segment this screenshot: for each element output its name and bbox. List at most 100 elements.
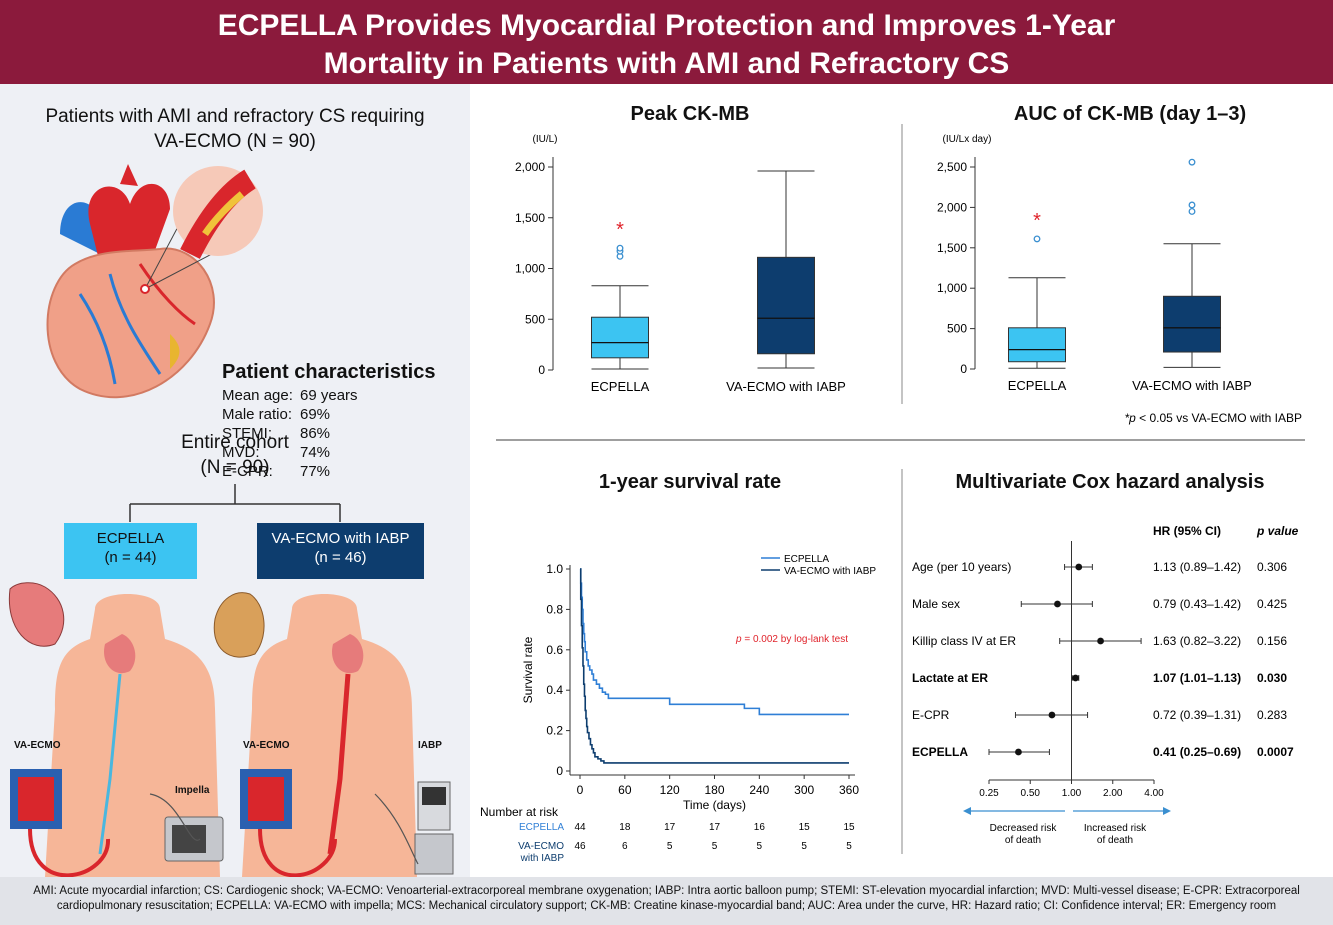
box [591, 316, 649, 359]
x-tick-label: 300 [794, 783, 814, 797]
risk-table-title: Number at risk [480, 805, 559, 819]
x-tick-label: 0.50 [1021, 788, 1041, 799]
y-tick-label: 0.8 [546, 602, 563, 616]
group-label: VA-ECMO with IABP [726, 379, 846, 394]
hr-value: 1.13 (0.89–1.42) [1153, 560, 1241, 574]
y-tick-label: 0 [538, 363, 545, 377]
unit-label: (IU/L) [533, 134, 558, 145]
risk-count: 46 [574, 841, 586, 852]
characteristic-row: E-CPR: 77% [222, 462, 435, 481]
outlier-point [1188, 207, 1196, 215]
p-value: 0.030 [1257, 671, 1287, 685]
box [1163, 295, 1221, 353]
p-value: 0.306 [1257, 560, 1287, 574]
x-tick-label: 180 [704, 783, 724, 797]
y-tick-label: 1,000 [515, 262, 545, 276]
x-tick-label: 240 [749, 783, 769, 797]
cohort-tree-lines [129, 484, 341, 522]
characteristic-row: Male ratio: 69% [222, 405, 435, 424]
x-tick-label: 0.25 [979, 788, 999, 799]
cohort-line-1: Entire cohort [181, 432, 289, 453]
survival-chart: 0 0.2 0.4 0.6 0.8 1.0 0 60 120 180 240 300 360 Time (… [480, 554, 876, 864]
legend-label: VA-ECMO with IABP [784, 566, 876, 577]
outlier-point [1188, 201, 1196, 209]
risk-count: 5 [757, 841, 763, 852]
outlier-point [1033, 235, 1041, 243]
x-tick-label: 60 [618, 783, 632, 797]
arrowhead-increased [1163, 807, 1171, 815]
decreased-risk-label-2: of death [1005, 835, 1041, 846]
risk-count: 5 [712, 841, 718, 852]
vaecmo-group-box: VA-ECMO with IABP (n = 46) [257, 523, 424, 579]
x-axis-label: Time (days) [683, 798, 746, 812]
footer-line-2: cardiopulmonary resuscitation; ECPELLA: … [56, 900, 1277, 912]
risk-row-label: ECPELLA [519, 822, 564, 833]
characteristic-value: 86% [300, 425, 331, 442]
footnote: *p < 0.05 vs VA-ECMO with IABP [1124, 411, 1302, 425]
risk-count: 15 [799, 822, 811, 833]
group-label: VA-ECMO with IABP [1132, 378, 1252, 393]
x-tick-label: 0 [577, 783, 584, 797]
group-label: ECPELLA [1008, 378, 1067, 393]
y-tick-label: 0 [556, 764, 563, 778]
hr-value: 1.63 (0.82–3.22) [1153, 634, 1241, 648]
covariate-label: Killip class IV at ER [912, 634, 1016, 648]
box [1008, 327, 1066, 363]
p-value: 0.425 [1257, 597, 1287, 611]
y-tick-label: 0.2 [546, 724, 563, 738]
risk-count: 6 [622, 841, 628, 852]
title-line-2: Mortality in Patients with AMI and Refra… [323, 47, 1010, 80]
characteristic-row: Mean age: 69 years [222, 386, 435, 405]
risk-count: 17 [664, 822, 676, 833]
hr-point [1072, 674, 1079, 682]
risk-count: 18 [619, 822, 631, 833]
ecpella-group-box: ECPELLA (n = 44) [64, 523, 197, 579]
hr-value: 0.79 (0.43–1.42) [1153, 597, 1241, 611]
hr-point [1048, 711, 1056, 719]
y-tick-label: 2,000 [937, 200, 967, 214]
group1-n: (n = 44) [104, 549, 157, 566]
y-axis-label: Survival rate [521, 636, 535, 703]
y-tick-label: 1.0 [546, 562, 563, 576]
hr-value: 1.07 (1.01–1.13) [1153, 671, 1241, 685]
cohort-line-2: (N = 90) [200, 457, 270, 478]
y-tick-label: 1,500 [937, 241, 967, 255]
vaecmo-label-1: VA-ECMO [14, 740, 61, 751]
group2-n: (n = 46) [314, 549, 367, 566]
title-line-1: ECPELLA Provides Myocardial Protection a… [217, 9, 1116, 42]
box [757, 256, 815, 355]
characteristic-label: E-CPR: [222, 463, 273, 480]
patient-characteristics: Patient characteristics Mean age: 69 year… [222, 358, 435, 481]
characteristics-heading: Patient characteristics [222, 361, 436, 383]
covariate-label: ECPELLA [912, 745, 968, 759]
risk-count: 16 [754, 822, 766, 833]
significance-mark: * [616, 219, 624, 241]
x-tick-label: 1.00 [1062, 788, 1082, 799]
hr-point [1054, 600, 1061, 608]
risk-count: 15 [843, 822, 855, 833]
characteristic-label: Male ratio: [222, 406, 293, 423]
y-tick-label: 500 [525, 312, 545, 326]
forest-plot: HR (95% CI) p value 0.25 0.50 1.00 2.00 4.00 Ag… [912, 524, 1299, 846]
outlier-point [616, 244, 624, 252]
survival-curve-ecpella [579, 568, 849, 716]
cox-title: Multivariate Cox hazard analysis [955, 471, 1265, 493]
peak-ckmb-title: Peak CK-MB [630, 103, 750, 125]
risk-count: 5 [846, 841, 852, 852]
increased-risk-label-2: of death [1097, 835, 1133, 846]
y-tick-label: 0 [960, 362, 967, 376]
iabp-label: IABP [418, 740, 442, 751]
col-header-p: p value [1256, 524, 1299, 538]
p-value: 0.283 [1257, 708, 1287, 722]
characteristic-row: STEMI: 86% [222, 424, 435, 443]
characteristic-value: 69 years [300, 387, 358, 404]
y-tick-label: 2,500 [937, 160, 967, 174]
cohort-title: Entire cohort (N = 90) [100, 430, 370, 480]
covariate-label: Male sex [912, 597, 960, 611]
risk-row-label-2: with IABP [520, 853, 565, 864]
increased-risk-label: Increased risk [1084, 823, 1147, 834]
impella-label: Impella [175, 785, 210, 796]
body-illustrations [8, 582, 454, 877]
risk-count: 5 [667, 841, 673, 852]
risk-row-label: VA-ECMO [518, 841, 564, 852]
